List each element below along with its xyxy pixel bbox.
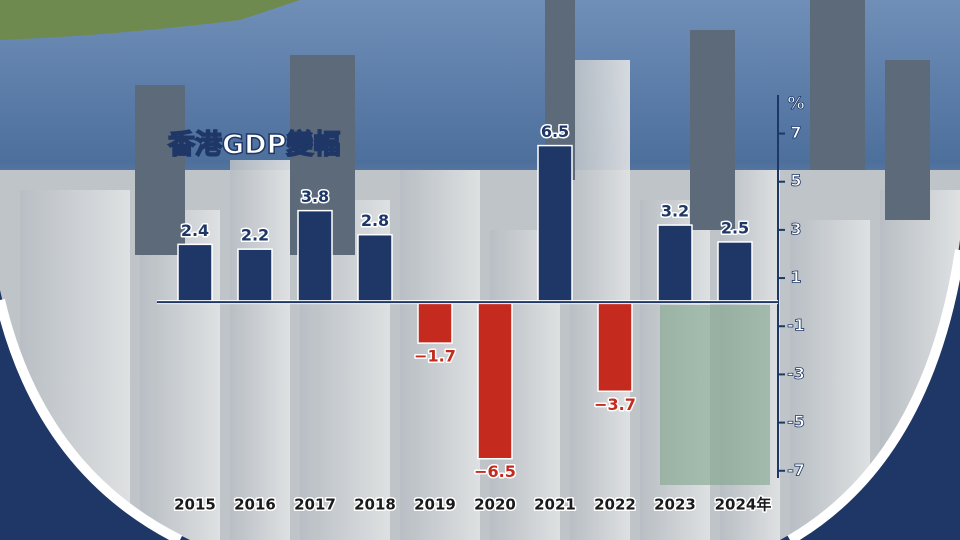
bar [177, 243, 213, 303]
y-tick-label: -5 [787, 412, 805, 431]
value-label: 2.5 [721, 218, 749, 237]
value-label: 3.2 [661, 202, 689, 221]
value-label: 2.4 [181, 221, 209, 240]
bar [417, 301, 453, 344]
x-tick-label: 2015 [174, 496, 216, 514]
bar [597, 301, 633, 393]
x-tick-label: 2016 [234, 496, 276, 514]
chart-title: 香港GDP變幅 [168, 129, 340, 161]
value-label: 3.8 [301, 187, 329, 206]
bar [297, 209, 333, 303]
value-label: −1.7 [414, 347, 456, 366]
value-label: 2.8 [361, 211, 389, 230]
y-axis-label: % [787, 94, 804, 114]
y-tick-label: 7 [790, 123, 801, 142]
x-tick-label: 2021 [534, 496, 576, 514]
value-label: −3.7 [594, 395, 636, 414]
bar [657, 224, 693, 303]
y-tick-label: 3 [790, 219, 801, 238]
value-label: 2.2 [241, 226, 269, 245]
x-tick-label: 2024年 [715, 496, 772, 514]
x-tick-label: 2020 [474, 496, 516, 514]
y-tick-label: -1 [787, 316, 805, 335]
y-tick-label: 1 [790, 268, 801, 287]
y-tick-label: -3 [787, 364, 805, 383]
y-tick-label: -7 [787, 460, 805, 479]
bar [537, 144, 573, 303]
x-tick-label: 2023 [654, 496, 696, 514]
y-tick-label: 5 [790, 171, 801, 190]
bar [357, 233, 393, 303]
bar [477, 301, 513, 460]
bar [717, 241, 753, 303]
value-label: −6.5 [474, 462, 516, 481]
bar [237, 248, 273, 303]
x-tick-label: 2022 [594, 496, 636, 514]
x-tick-label: 2018 [354, 496, 396, 514]
x-tick-label: 2019 [414, 496, 456, 514]
value-label: 6.5 [541, 122, 569, 141]
x-tick-label: 2017 [294, 496, 336, 514]
